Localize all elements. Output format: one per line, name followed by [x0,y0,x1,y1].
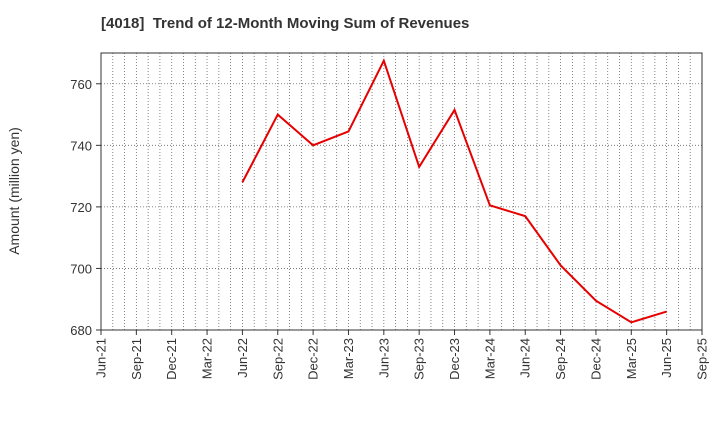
x-tick-label: Dec-21 [164,338,179,380]
y-axis-label: Amount (million yen) [6,127,22,255]
series-line [241,58,667,324]
x-tick-label: Sep-22 [270,338,285,380]
y-tick-label: 760 [70,77,92,92]
grid-lines [101,53,702,330]
x-tick-label: Sep-24 [553,338,568,380]
x-tick-label: Jun-21 [94,338,109,378]
x-tick-label: Dec-23 [447,338,462,380]
x-tick-label: Dec-24 [588,338,603,380]
x-tick-label: Jun-22 [235,338,250,378]
y-tick-label: 700 [70,261,92,276]
y-tick-label: 720 [70,200,92,215]
x-tick-label: Mar-22 [200,338,215,379]
y-tick-label: 740 [70,138,92,153]
y-axis: 680 700 720 740 760 [70,77,101,338]
x-tick-label: Jun-23 [376,338,391,378]
series-layer [241,58,667,324]
x-axis: Jun-21 Sep-21 Dec-21 Mar-22 Jun-22 Sep-22 Dec-… [94,330,710,380]
x-tick-label: Dec-22 [306,338,321,380]
x-tick-label: Sep-25 [695,338,710,380]
chart-title: [4018] Trend of 12-Month Moving Sum of R… [101,15,470,32]
x-tick-label: Jun-25 [659,338,674,378]
x-tick-label: Mar-23 [341,338,356,379]
plot-area-frame [100,52,703,331]
x-tick-label: Sep-21 [129,338,144,380]
y-tick-label: 680 [70,323,92,338]
x-tick-label: Mar-25 [624,338,639,379]
x-tick-label: Sep-23 [412,338,427,380]
x-tick-label: Jun-24 [518,338,533,378]
x-tick-label: Mar-24 [482,338,497,379]
